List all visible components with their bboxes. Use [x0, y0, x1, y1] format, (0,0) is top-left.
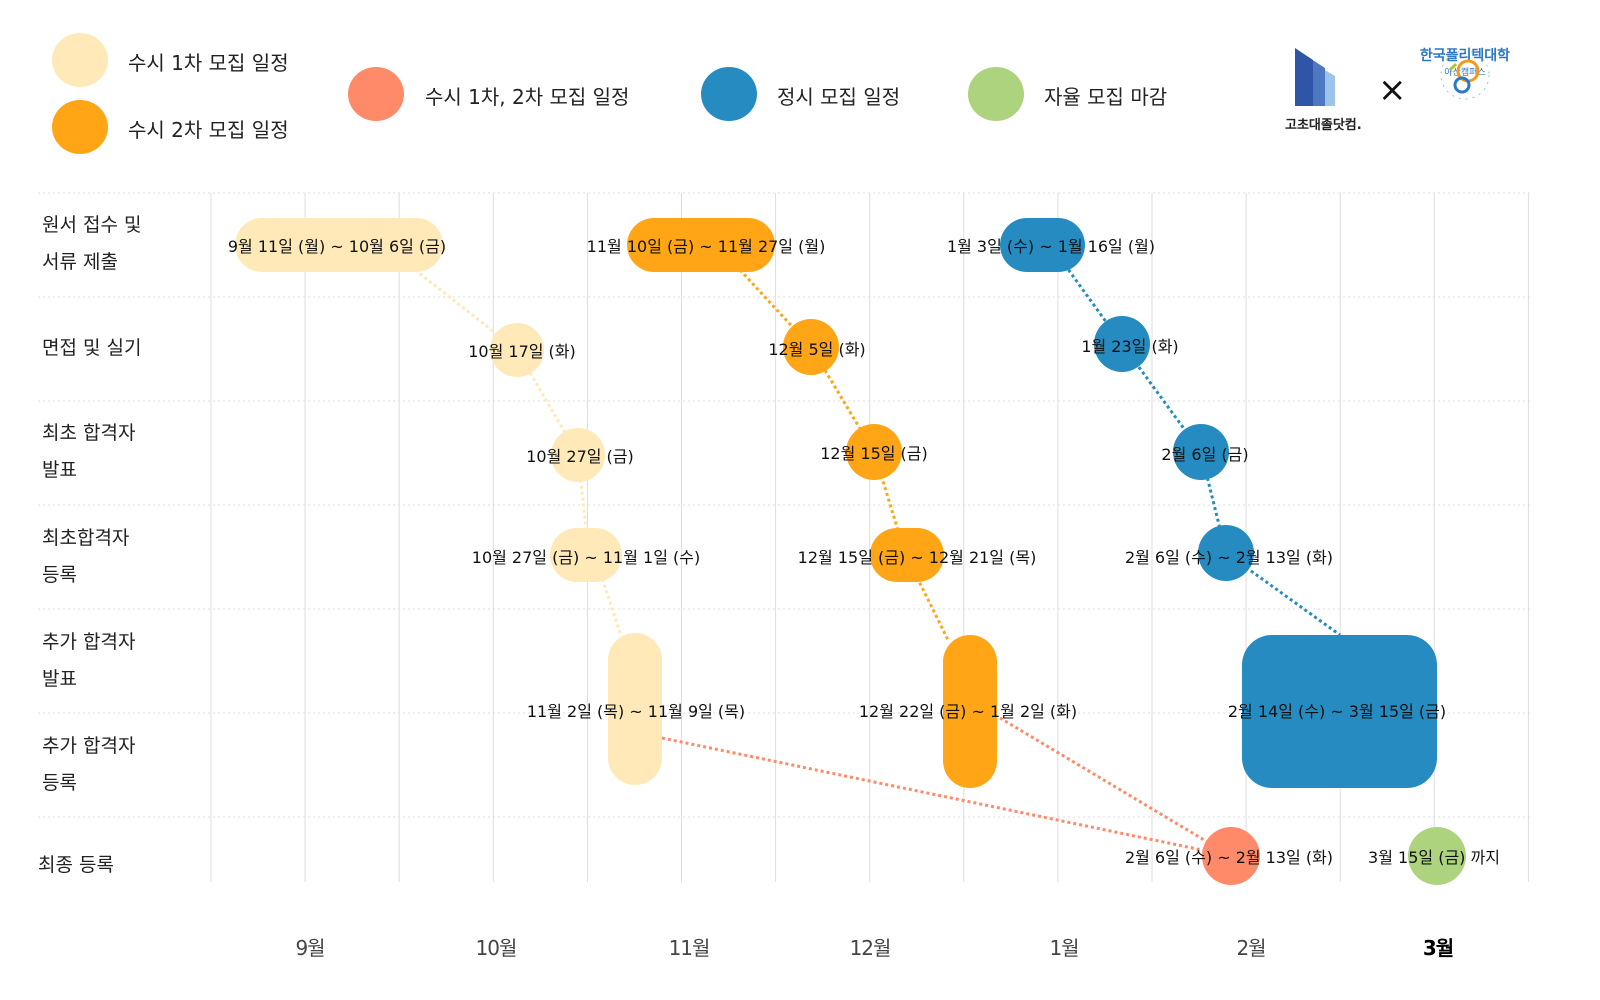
event-label: 9월 11일 (월) ~ 10월 6일 (금): [227, 237, 447, 256]
legend-label: 수시 2차 모집 일정: [128, 118, 289, 142]
month-label: 2월: [1236, 936, 1266, 960]
event-jeongsi-register: [1198, 525, 1254, 581]
row-label-first-register: 최초합격자 등록: [42, 527, 130, 586]
row-label-add-announce: 추가 합격자 발표: [42, 631, 136, 690]
legend-dot-susi1: [52, 33, 108, 87]
event-susi2-additional: [943, 635, 997, 788]
event-susi2-apply: [627, 218, 775, 272]
month-label: 12월: [849, 936, 892, 960]
event-label: 11월 2일 (목) ~ 11월 9일 (목): [526, 702, 746, 721]
connector-final: [661, 716, 1232, 858]
event-final-susi: [1202, 827, 1260, 885]
polytech-emblem-icon: [1440, 50, 1490, 100]
row-label-apply: 원서 접수 및 서류 제출: [42, 214, 142, 273]
legend-label: 수시 1차 모집 일정: [128, 51, 289, 75]
month-label: 1월: [1049, 936, 1079, 960]
legend-dot-jeongsi: [701, 67, 757, 121]
logo-text: 고초대졸닷컴.: [1285, 118, 1362, 133]
event-label: 12월 22일 (금) ~ 1월 2일 (화): [858, 702, 1078, 721]
legend-dot-susi2: [52, 100, 108, 154]
event-susi2-announce: [846, 424, 902, 480]
logo-text: 한국폴리텍대학: [1419, 48, 1511, 64]
event-label: 2월 6일 (수) ~ 2월 13일 (화): [1124, 848, 1334, 867]
event-jeongsi-additional: [1242, 635, 1437, 788]
event-label: 2월 6일 (금): [1161, 445, 1249, 464]
legend-label: 정시 모집 일정: [777, 85, 901, 109]
event-susi1-announce: [551, 428, 605, 482]
logo-subtext: 아산캠퍼스: [1444, 68, 1486, 78]
event-label: 12월 15일 (금) ~ 12월 21일 (목): [797, 548, 1037, 567]
legend-dot-both: [348, 67, 404, 121]
month-label: 9월: [295, 936, 325, 960]
legend-label: 수시 1차, 2차 모집 일정: [425, 85, 630, 109]
event-label: 1월 23일 (화): [1081, 337, 1179, 356]
row-label-first-announce: 최초 합격자 발표: [42, 422, 136, 481]
month-label: 11월: [668, 936, 711, 960]
cross-mark: ×: [1378, 70, 1407, 110]
event-susi1-interview: [490, 323, 544, 377]
event-label: 12월 5일 (화): [768, 340, 866, 359]
event-label: 10월 27일 (금) ~ 11월 1일 (수): [471, 548, 701, 567]
event-label: 1월 3일 (수) ~ 1월 16일 (월): [946, 237, 1156, 256]
event-susi1-register: [550, 528, 622, 582]
event-susi1-apply: [235, 218, 443, 272]
month-label: 3월: [1422, 936, 1454, 960]
event-susi2-register: [870, 528, 944, 582]
event-susi1-additional: [608, 633, 662, 785]
event-susi2-interview: [783, 319, 839, 375]
event-label: 12월 15일 (금): [820, 444, 928, 463]
event-label: 2월 6일 (수) ~ 2월 13일 (화): [1124, 548, 1334, 567]
event-jeongsi-apply: [1000, 218, 1085, 272]
event-jeongsi-announce: [1173, 424, 1229, 480]
event-final-free: [1408, 827, 1466, 885]
polytech-logo: 한국폴리텍대학 아산캠퍼스: [1410, 45, 1520, 140]
event-label: 11월 10일 (금) ~ 11월 27일 (월): [586, 237, 826, 256]
event-jeongsi-interview: [1094, 316, 1150, 372]
event-label: 2월 14일 (수) ~ 3월 15일 (금): [1227, 702, 1447, 721]
event-label: 10월 17일 (화): [468, 342, 576, 361]
row-label-add-register: 추가 합격자 등록: [42, 735, 136, 794]
building-icon: [1295, 48, 1335, 106]
row-label-final: 최종 등록: [38, 854, 114, 876]
gochodaejol-logo: 고초대졸닷컴.: [1285, 48, 1375, 133]
legend-dot-free: [968, 67, 1024, 121]
legend-label: 자율 모집 마감: [1044, 85, 1168, 109]
month-label: 10월: [475, 936, 518, 960]
event-label: 10월 27일 (금): [526, 447, 634, 466]
event-label: 3월 15일 (금) 까지: [1368, 848, 1500, 867]
row-label-interview: 면접 및 실기: [42, 337, 142, 359]
